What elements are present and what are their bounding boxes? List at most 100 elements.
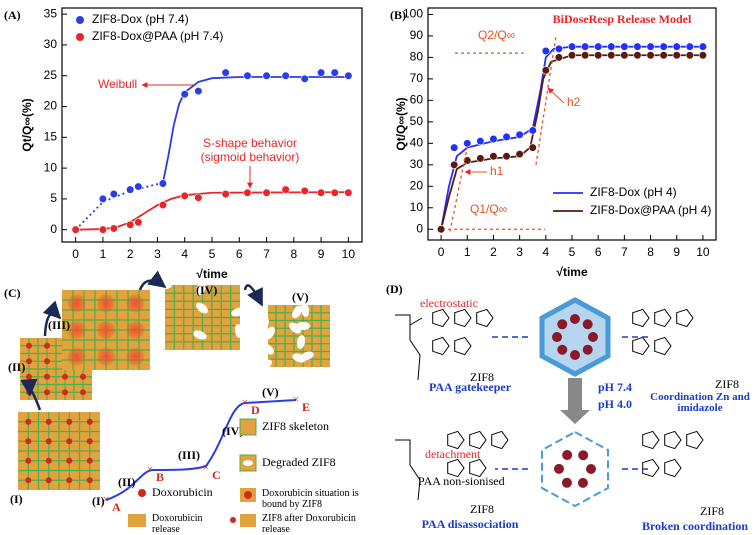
- legend-swatch: [244, 491, 252, 499]
- legend-swatch: [243, 460, 253, 466]
- curve-stage: (V): [262, 385, 279, 399]
- data-point: [698, 51, 708, 60]
- x-tick-label: 3: [516, 245, 523, 259]
- imidazole: [632, 336, 650, 356]
- y-tick-label: 35: [44, 6, 58, 20]
- node: [552, 332, 562, 343]
- data-point: [221, 189, 230, 199]
- data-point: [607, 51, 616, 60]
- doxorubicin: [44, 342, 50, 349]
- y-tick-label: 5: [50, 191, 57, 205]
- doxorubicin: [62, 389, 68, 396]
- curve-stage: (I): [92, 494, 105, 508]
- y-tick-label: 30: [410, 157, 424, 171]
- x-tick-label: 10: [342, 247, 356, 261]
- degraded: [196, 282, 206, 296]
- data-point: [633, 51, 642, 60]
- doxorubicin: [44, 358, 50, 365]
- imidazole: [454, 336, 472, 356]
- x-tick-label: 9: [318, 247, 325, 261]
- y-tick-label: 90: [410, 28, 424, 42]
- data-point: [594, 42, 603, 51]
- data-point: [243, 188, 252, 197]
- label: PAA gatekeeper: [429, 380, 512, 394]
- label: PAA non-sionised: [418, 474, 505, 488]
- degraded: [296, 322, 310, 330]
- annotation: BiDoseResp Release Model: [553, 12, 692, 26]
- zif8-crystal: [539, 297, 611, 377]
- point-label: A: [112, 500, 121, 514]
- stage-label: (II): [8, 360, 25, 374]
- imidazole: [454, 308, 472, 328]
- annotation: h1: [490, 164, 504, 178]
- x-tick-label: 9: [673, 245, 680, 259]
- data-point: [450, 143, 459, 152]
- data-point: [134, 218, 143, 227]
- doxorubicin: [86, 438, 93, 445]
- x-tick-label: 0: [72, 247, 79, 261]
- stage-arrow: [42, 300, 62, 337]
- point-mark: ×: [103, 492, 110, 506]
- curve-stage: (III): [178, 448, 200, 462]
- data-point: [300, 186, 309, 195]
- x-tick-label: 1: [464, 245, 471, 259]
- degraded: [193, 330, 207, 340]
- small-label: ZIF8: [715, 377, 739, 391]
- point-mark: ×: [203, 460, 210, 474]
- x-tick-label: 4: [542, 245, 549, 259]
- x-tick-label: 7: [621, 245, 628, 259]
- mask: [258, 305, 268, 367]
- data-point: [554, 53, 564, 62]
- legend-swatch: [128, 514, 146, 527]
- y-tick-label: 10: [44, 160, 58, 174]
- data-point: [620, 42, 629, 51]
- data-point: [243, 71, 252, 80]
- y-tick-label: 50: [410, 114, 424, 128]
- doxorubicin: [97, 294, 115, 313]
- data-point: [567, 42, 577, 51]
- legend-text: Doxorubicin situation is bound by ZIF8: [262, 488, 359, 510]
- y-tick-label: 60: [410, 93, 424, 107]
- doxorubicin: [97, 321, 115, 339]
- doxorubicin: [45, 418, 52, 425]
- x-tick-label: 5: [569, 245, 576, 259]
- data-point: [554, 44, 564, 53]
- doxorubicin: [86, 457, 93, 464]
- annotation: S-shape behavior: [203, 136, 297, 150]
- doxorubicin: [25, 477, 32, 484]
- doxorubicin: [25, 457, 32, 464]
- node: [569, 314, 580, 325]
- data-point: [281, 185, 290, 194]
- degraded: [300, 303, 310, 317]
- doxorubicin: [45, 438, 52, 445]
- doxorubicin: [26, 373, 32, 380]
- legend-label: ZIF8-Dox (pH 7.4): [92, 12, 189, 26]
- fit-curve: [162, 76, 349, 184]
- stage-arrow: [20, 378, 42, 411]
- doxorubicin: [25, 438, 32, 445]
- legend-swatch: [230, 517, 236, 523]
- x-tick-label: 2: [127, 247, 134, 261]
- point-label: E: [302, 400, 310, 414]
- imidazole: [642, 430, 660, 450]
- node: [577, 477, 588, 488]
- data-point: [316, 68, 326, 77]
- doxorubicin: [62, 373, 68, 380]
- fit-curve: [74, 182, 164, 231]
- curve-stage: (IV): [222, 424, 243, 438]
- data-point: [71, 225, 80, 234]
- data-point: [567, 51, 577, 60]
- x-tick-label: 2: [490, 245, 497, 259]
- imidazole: [469, 430, 487, 450]
- ph-arrow: [560, 378, 590, 424]
- imidazole: [447, 458, 465, 478]
- imidazole: [676, 308, 694, 328]
- imidazole: [654, 308, 672, 328]
- data-point: [646, 42, 655, 51]
- imidazole: [432, 308, 450, 328]
- label: Broken coordination: [642, 519, 748, 533]
- data-point: [158, 200, 168, 210]
- label: detachment: [425, 447, 481, 461]
- point-label: B: [156, 470, 164, 484]
